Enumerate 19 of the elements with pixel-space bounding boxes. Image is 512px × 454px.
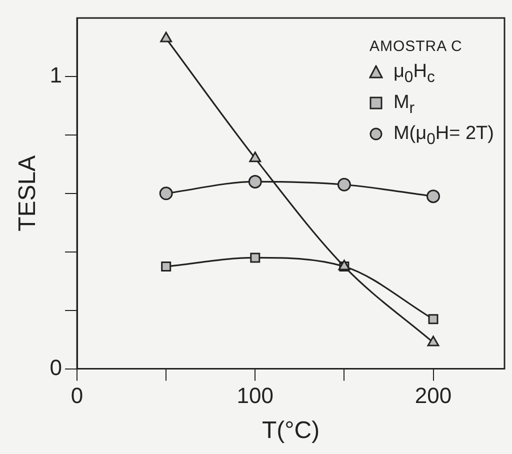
point [161,261,172,272]
y-tick-label: 1 [50,62,62,88]
point [159,186,173,200]
legend-label: M(μ$_{0}$H= 2T) [392,122,494,150]
point [248,174,262,188]
x-tick-label: 0 [70,383,84,408]
y-axis-title: TESLA [14,155,42,232]
legend-label: M$_{r}$ [392,90,416,119]
point [249,152,262,162]
point [160,32,172,42]
point [337,178,351,192]
legend-label: μ$_{0}$H$_{c}$ [392,60,436,88]
x-axis-title: T(°C) [262,417,320,444]
x-tick-label: 100 [236,383,274,408]
point [426,190,440,204]
legend-title: AMOSTRA C [369,37,464,57]
point [250,252,260,263]
point [428,314,438,324]
x-tick-label: 200 [414,383,452,408]
